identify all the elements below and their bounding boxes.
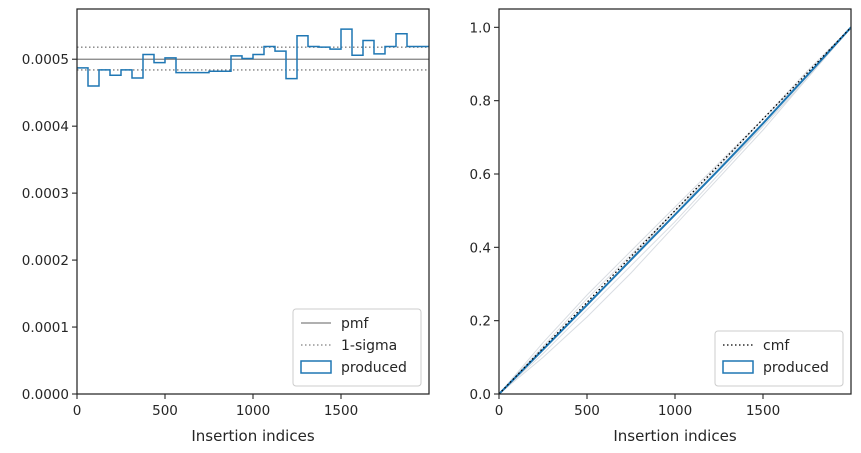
plot-area: [77, 28, 429, 87]
legend-swatch-produced: [722, 360, 754, 374]
x-tick-label-1500: 1500: [324, 403, 358, 419]
legend: cmf produced: [714, 330, 844, 387]
legend-label-1-sigma: 1-sigma: [341, 338, 397, 354]
x-tick-label-500: 500: [574, 403, 600, 419]
y-tick-label-1: 0.0001: [22, 320, 69, 336]
right-panel: 0 500 1000 1500 0.0 0.2 0.4 0.6 0.8 1.0 Insertion …: [470, 8, 852, 445]
y-tick-label-5: 1.0: [470, 20, 491, 36]
y-tick-label-0: 0.0000: [22, 387, 69, 403]
legend-label-cmf: cmf: [763, 338, 790, 354]
cmf-line: [499, 26, 851, 394]
legend-label-pmf: pmf: [341, 316, 370, 332]
x-tick-label-500: 500: [152, 403, 178, 419]
legend-label-produced: produced: [763, 360, 829, 376]
y-tick-label-2: 0.4: [470, 240, 491, 256]
y-tick-label-3: 0.0003: [22, 186, 69, 202]
legend: pmf 1-sigma produced: [292, 308, 422, 387]
produced-step-line: [77, 28, 429, 87]
x-tick-label-1500: 1500: [746, 403, 780, 419]
x-tick-label-0: 0: [73, 403, 82, 419]
sample-line-1: [499, 26, 851, 394]
x-tick-label-1000: 1000: [236, 403, 270, 419]
y-tick-label-4: 0.8: [470, 94, 491, 110]
y-tick-label-1: 0.2: [470, 314, 491, 330]
y-tick-label-0: 0.0: [470, 387, 491, 403]
y-tick-label-5: 0.0005: [22, 52, 69, 68]
plot-area: [499, 26, 851, 394]
produced-line: [499, 26, 851, 394]
y-tick-label-2: 0.0002: [22, 253, 69, 269]
legend-label-produced: produced: [341, 360, 407, 376]
legend-box: [292, 308, 422, 387]
x-axis-label: Insertion indices: [191, 427, 314, 445]
x-tick-label-0: 0: [495, 403, 504, 419]
sample-line-0: [499, 27, 851, 394]
x-axis-label: Insertion indices: [613, 427, 736, 445]
left-panel: 0 500 1000 1500 0.0000 0.0001 0.0002 0.0003 0.00…: [22, 8, 430, 445]
legend-swatch-produced: [300, 360, 332, 374]
y-tick-label-3: 0.6: [470, 167, 491, 183]
y-tick-label-4: 0.0004: [22, 119, 69, 135]
x-tick-label-1000: 1000: [658, 403, 692, 419]
